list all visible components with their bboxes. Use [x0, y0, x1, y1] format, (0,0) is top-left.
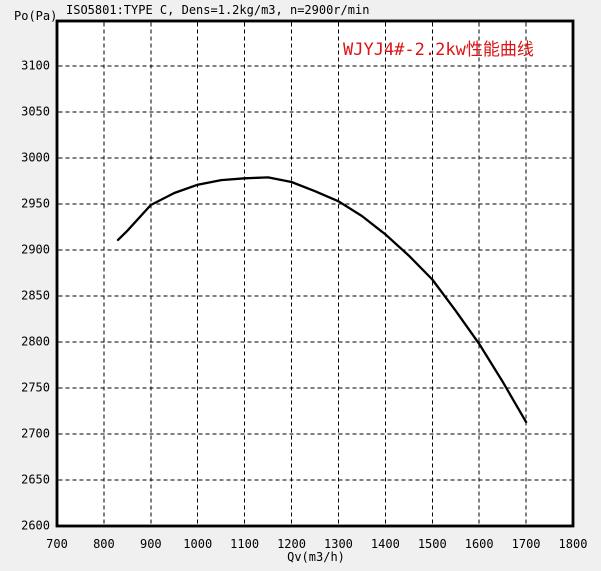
y-tick-label: 2950 [21, 196, 50, 211]
x-tick-label: 1100 [230, 537, 260, 551]
x-tick-label: 1400 [370, 537, 400, 551]
x-tick-label: 1500 [417, 537, 447, 551]
x-tick-label: 1700 [511, 537, 541, 551]
x-tick-label: 1000 [183, 537, 213, 551]
y-tick-label: 2600 [21, 518, 50, 533]
y-tick-label: 3050 [21, 104, 50, 119]
y-tick-label: 3100 [21, 58, 50, 73]
y-tick-label: 2850 [21, 288, 50, 303]
y-tick-label: 2900 [21, 242, 50, 257]
x-tick-label: 1600 [464, 537, 494, 551]
plot-border-overlay [55, 19, 575, 528]
conditions-header: ISO5801:TYPE C, Dens=1.2kg/m3, n=2900r/m… [66, 3, 370, 17]
plot-border [55, 19, 575, 528]
y-tick-label: 2750 [21, 380, 50, 395]
y-tick-label: 3000 [21, 150, 50, 165]
x-axis-title: Qv(m3/h) [287, 550, 345, 564]
performance-curve [116, 176, 528, 424]
y-tick-label: 2650 [21, 472, 50, 487]
gridlines [58, 22, 572, 525]
x-tick-label: 700 [46, 537, 68, 551]
y-tick-label: 2700 [21, 426, 50, 441]
x-tick-label: 1800 [558, 537, 588, 551]
x-tick-label: 1300 [324, 537, 353, 551]
y-axis-title: Po(Pa) [14, 9, 58, 23]
x-tick-label: 800 [93, 537, 115, 551]
x-tick-label: 900 [139, 537, 162, 551]
x-tick-label: 1200 [277, 537, 306, 551]
y-tick-label: 2800 [21, 334, 50, 349]
chart-title: WJYJ4#-2.2kw性能曲线 [343, 40, 534, 60]
